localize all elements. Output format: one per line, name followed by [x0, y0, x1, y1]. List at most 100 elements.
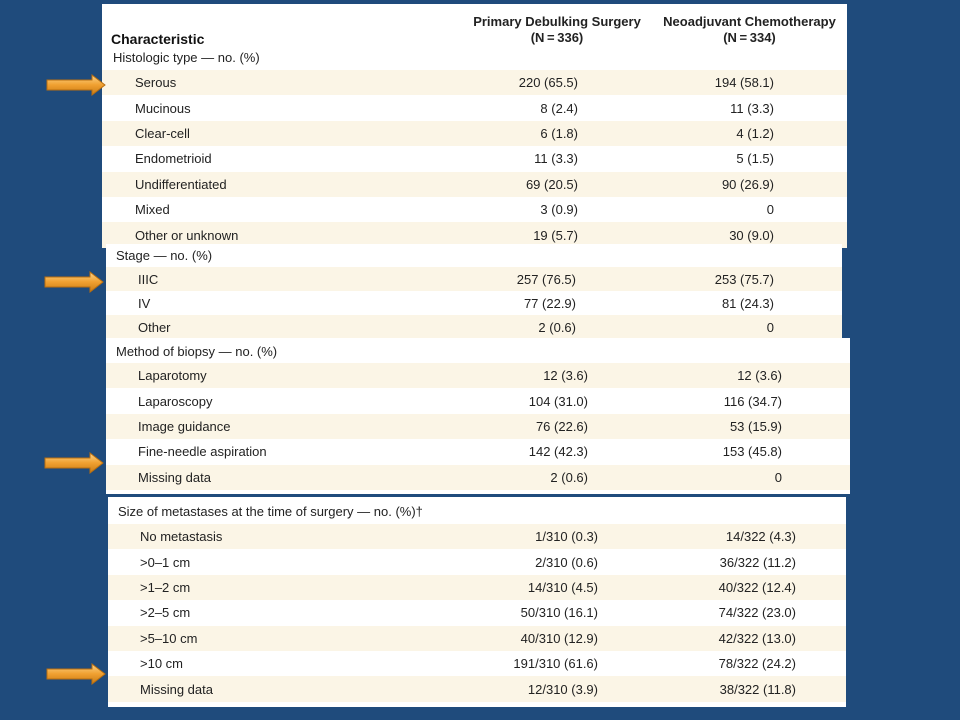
table-row: Serous 220 (65.5) 194 (58.1)	[102, 70, 847, 96]
row-label: Undifferentiated	[135, 176, 227, 192]
nact-value: 30 (9.0)	[729, 227, 774, 243]
nact-value: 4 (1.2)	[736, 125, 774, 141]
nact-value: 81 (24.3)	[721, 295, 774, 311]
metastases-section-title: Size of metastases at the time of surger…	[118, 504, 423, 519]
nact-value: 194 (58.1)	[714, 75, 774, 91]
row-label: No metastasis	[140, 529, 223, 545]
pds-value: 191/310 (61.6)	[513, 656, 598, 672]
pds-value: 12 (3.6)	[543, 368, 588, 384]
nact-value: 5 (1.5)	[736, 151, 774, 167]
arrow-icon	[44, 271, 104, 293]
nact-column-n: (N = 334)	[723, 30, 776, 45]
row-label: Fine-needle aspiration	[138, 444, 267, 460]
row-label: Image guidance	[138, 418, 231, 434]
row-label: Missing data	[140, 681, 213, 697]
nact-value: 0	[766, 319, 774, 335]
histology-section-title: Histologic type — no. (%)	[113, 50, 260, 65]
row-label: >2–5 cm	[140, 605, 191, 621]
row-label: Serous	[135, 75, 177, 91]
nact-value: 40/322 (12.4)	[718, 579, 796, 595]
pds-value: 104 (31.0)	[528, 393, 588, 409]
table-row: Undifferentiated 69 (20.5) 90 (26.9)	[102, 171, 847, 197]
table-row: Missing data 2 (0.6) 0	[106, 464, 850, 490]
pds-value: 77 (22.9)	[523, 295, 576, 311]
nact-value: 90 (26.9)	[721, 176, 774, 192]
row-label: Other or unknown	[135, 227, 239, 243]
table-row: IV 77 (22.9) 81 (24.3)	[106, 291, 842, 315]
pds-value: 1/310 (0.3)	[535, 529, 598, 545]
biopsy-section-title: Method of biopsy — no. (%)	[116, 344, 278, 359]
pds-value: 19 (5.7)	[533, 227, 578, 243]
table-row: Other 2 (0.6) 0	[106, 315, 842, 338]
row-label: Laparoscopy	[138, 393, 213, 409]
pds-value: 220 (65.5)	[518, 75, 578, 91]
pds-value: 8 (2.4)	[540, 100, 578, 116]
table-row: No metastasis 1/310 (0.3) 14/322 (4.3)	[108, 524, 846, 550]
pds-value: 2 (0.6)	[550, 469, 588, 485]
row-label: IV	[138, 295, 151, 311]
nact-value: 0	[766, 202, 774, 218]
row-label: >1–2 cm	[140, 579, 191, 595]
table-row: Mixed 3 (0.9) 0	[102, 197, 847, 222]
row-label: Endometrioid	[135, 151, 212, 167]
pds-value: 2/310 (0.6)	[535, 554, 598, 570]
row-label: >0–1 cm	[140, 554, 191, 570]
table-row: Laparotomy 12 (3.6) 12 (3.6)	[106, 363, 850, 389]
nact-value: 11 (3.3)	[730, 100, 774, 116]
nact-column-title: Neoadjuvant Chemotherapy	[663, 14, 836, 29]
row-label: Missing data	[138, 469, 211, 485]
table-row: >10 cm 191/310 (61.6) 78/322 (24.2)	[108, 651, 846, 676]
table-row: Fine-needle aspiration 142 (42.3) 153 (45.…	[106, 439, 850, 464]
row-label: Laparotomy	[138, 368, 207, 384]
table-row: >1–2 cm 14/310 (4.5) 40/322 (12.4)	[108, 574, 846, 601]
nact-value: 74/322 (23.0)	[718, 605, 796, 621]
nact-value: 38/322 (11.8)	[719, 681, 796, 697]
arrow-icon	[46, 663, 106, 685]
pds-value: 6 (1.8)	[540, 125, 578, 141]
nact-value: 116 (34.7)	[723, 393, 782, 409]
nact-value: 153 (45.8)	[722, 444, 782, 460]
nact-value: 12 (3.6)	[737, 368, 782, 384]
table-row: Laparoscopy 104 (31.0) 116 (34.7)	[106, 388, 850, 413]
characteristic-header: Characteristic	[111, 31, 205, 47]
pds-value: 2 (0.6)	[538, 319, 576, 335]
pds-value: 76 (22.6)	[535, 418, 588, 434]
nact-value: 36/322 (11.2)	[719, 554, 796, 570]
row-label: Mucinous	[135, 100, 191, 116]
pds-column-header: Primary Debulking Surgery (N = 336)	[462, 14, 652, 46]
arrow-icon	[44, 452, 104, 474]
pds-value: 14/310 (4.5)	[527, 579, 598, 595]
pds-value: 142 (42.3)	[528, 444, 588, 460]
pds-column-title: Primary Debulking Surgery	[473, 14, 641, 29]
row-label: Mixed	[135, 202, 170, 218]
table-row: >0–1 cm 2/310 (0.6) 36/322 (11.2)	[108, 549, 846, 574]
stage-section-title: Stage — no. (%)	[116, 248, 213, 263]
table-row: Other or unknown 19 (5.7) 30 (9.0)	[102, 222, 847, 248]
table-row: Endometrioid 11 (3.3) 5 (1.5)	[102, 146, 847, 171]
table-row: Mucinous 8 (2.4) 11 (3.3)	[102, 95, 847, 120]
biopsy-panel: Method of biopsy — no. (%) Laparotomy 12 …	[106, 338, 850, 494]
pds-value: 3 (0.9)	[540, 202, 578, 218]
table-row: Image guidance 76 (22.6) 53 (15.9)	[106, 413, 850, 440]
nact-value: 253 (75.7)	[714, 271, 774, 287]
nact-value: 53 (15.9)	[729, 418, 782, 434]
row-label: Other	[138, 319, 171, 335]
pds-value: 40/310 (12.9)	[520, 630, 598, 646]
table-row: >2–5 cm 50/310 (16.1) 74/322 (23.0)	[108, 600, 846, 625]
nact-value: 14/322 (4.3)	[725, 529, 796, 545]
pds-value: 69 (20.5)	[525, 176, 578, 192]
row-label: IIIC	[138, 271, 159, 287]
nact-value: 0	[774, 469, 782, 485]
pds-value: 12/310 (3.9)	[527, 681, 598, 697]
nact-column-header: Neoadjuvant Chemotherapy (N = 334)	[657, 14, 842, 46]
table-row: Missing data 12/310 (3.9) 38/322 (11.8)	[108, 676, 846, 702]
pds-value: 257 (76.5)	[516, 271, 576, 287]
row-label: Clear-cell	[135, 125, 190, 141]
nact-value: 78/322 (24.2)	[718, 656, 796, 672]
row-label: >5–10 cm	[140, 630, 198, 646]
table-row: IIIC 257 (76.5) 253 (75.7)	[106, 267, 842, 291]
nact-value: 42/322 (13.0)	[718, 630, 796, 646]
table-row: Clear-cell 6 (1.8) 4 (1.2)	[102, 120, 847, 147]
row-label: >10 cm	[140, 656, 183, 672]
table-row: >5–10 cm 40/310 (12.9) 42/322 (13.0)	[108, 625, 846, 651]
